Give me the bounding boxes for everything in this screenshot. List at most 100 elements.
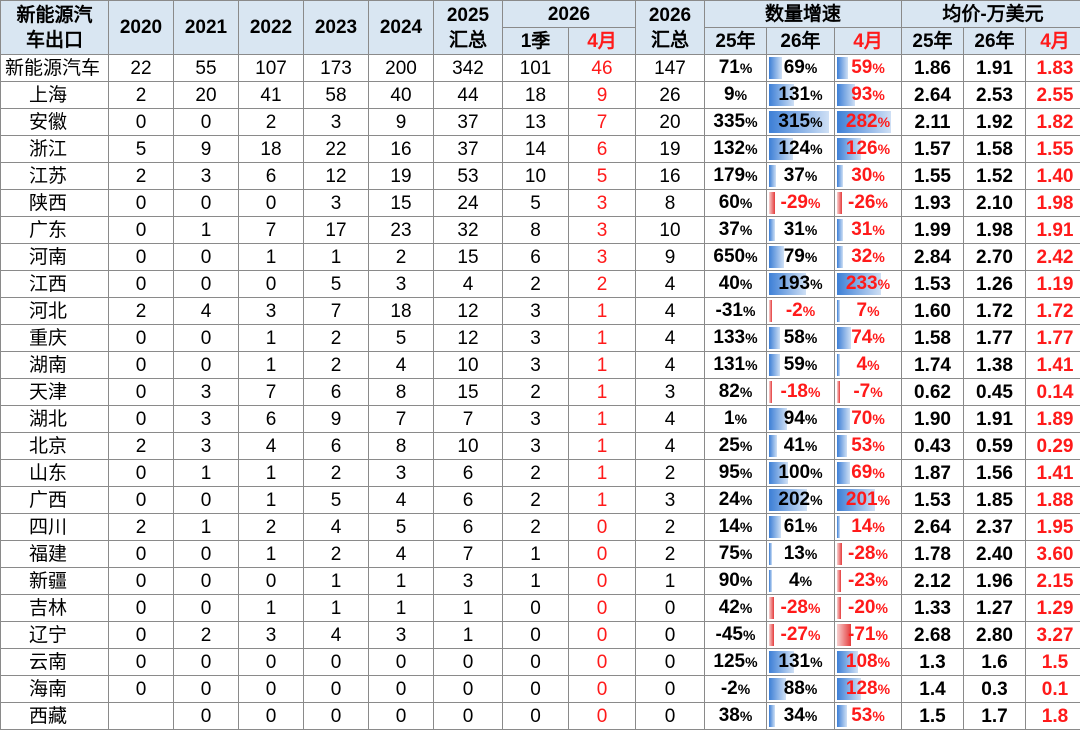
cell-v2020: 0 xyxy=(108,108,174,136)
cell-v2022: 41 xyxy=(238,81,304,109)
growth-value: -27% xyxy=(780,624,821,645)
cell-price-apr: 1.95 xyxy=(1025,513,1080,541)
cell-v2024: 16 xyxy=(368,135,434,163)
cell-v2025: 0 xyxy=(433,702,503,730)
cell-v2022: 2 xyxy=(238,513,304,541)
cell-v2022: 1 xyxy=(238,459,304,487)
growth-bar xyxy=(769,489,808,511)
cell-s2026: 10 xyxy=(635,216,705,244)
header-2026sum-line1: 2026 xyxy=(648,4,692,26)
cell-v2025: 0 xyxy=(433,648,503,676)
growth-bar xyxy=(769,381,773,403)
cell-growth-26: -29% xyxy=(766,189,835,217)
cell-s2026: 0 xyxy=(635,621,705,649)
cell-price-26: 1.58 xyxy=(963,135,1026,163)
growth-bar xyxy=(769,192,775,214)
growth-bar xyxy=(837,165,843,187)
growth-bar xyxy=(837,219,843,241)
growth-bar xyxy=(769,543,772,565)
cell-q1: 3 xyxy=(502,351,569,379)
cell-growth-26: 13% xyxy=(766,540,835,568)
growth-value: 88% xyxy=(783,678,818,699)
corner-line1: 新能源汽 xyxy=(16,4,93,26)
cell-v2020: 0 xyxy=(108,567,174,595)
cell-v2024: 4 xyxy=(368,351,434,379)
cell-growth-apr: -23% xyxy=(834,567,902,595)
cell-price-26: 2.10 xyxy=(963,189,1026,217)
growth-value: 100% xyxy=(778,462,823,483)
cell-q1: 8 xyxy=(502,216,569,244)
cell-v2025: 0 xyxy=(433,675,503,703)
cell-v2021: 0 xyxy=(173,540,239,568)
cell-q1: 0 xyxy=(502,675,569,703)
cell-q1: 2 xyxy=(502,459,569,487)
cell-price-25: 1.58 xyxy=(901,324,964,352)
growth-value: 38% xyxy=(718,705,753,726)
cell-growth-26: 88% xyxy=(766,675,835,703)
growth-value: 90% xyxy=(718,570,753,591)
table-row: 福建 0 0 1 2 4 7 1 0 2 75% 13% -28% 1.78 2.40 3.60 xyxy=(0,540,1080,568)
cell-price-26: 1.85 xyxy=(963,486,1026,514)
growth-value: 41% xyxy=(783,435,818,456)
cell-growth-apr: 128% xyxy=(834,675,902,703)
cell-price-apr: 0.29 xyxy=(1025,432,1080,460)
cell-v2023: 1 xyxy=(303,567,369,595)
cell-s2026: 147 xyxy=(635,54,705,82)
cell-v2021: 0 xyxy=(173,594,239,622)
cell-v2021: 9 xyxy=(173,135,239,163)
cell-price-25: 1.5 xyxy=(901,702,964,730)
growth-value: 650% xyxy=(713,246,758,267)
cell-v2024: 8 xyxy=(368,378,434,406)
cell-v2024: 1 xyxy=(368,594,434,622)
cell-v2024: 3 xyxy=(368,621,434,649)
cell-v2023: 2 xyxy=(303,351,369,379)
row-name: 新疆 xyxy=(0,567,109,595)
cell-v2025: 6 xyxy=(433,486,503,514)
cell-growth-26: 4% xyxy=(766,567,835,595)
cell-price-apr: 1.8 xyxy=(1025,702,1080,730)
cell-growth-26: 37% xyxy=(766,162,835,190)
cell-v2020: 0 xyxy=(108,189,174,217)
cell-v2024: 7 xyxy=(368,405,434,433)
cell-growth-apr: -7% xyxy=(834,378,902,406)
cell-v2024: 15 xyxy=(368,189,434,217)
growth-value: 93% xyxy=(851,84,885,105)
table-row: 西藏 0 0 0 0 0 0 0 0 38% 34% 53% 1.5 1.7 1.8 xyxy=(0,702,1080,730)
growth-bar xyxy=(837,435,848,457)
cell-v2023: 4 xyxy=(303,513,369,541)
cell-growth-25: 40% xyxy=(704,270,767,298)
table-row: 湖北 0 3 6 9 7 7 3 1 4 1% 94% 70% 1.90 1.91 1.89 xyxy=(0,405,1080,433)
growth-value: 126% xyxy=(845,138,891,159)
cell-s2026: 1 xyxy=(635,567,705,595)
cell-q1: 6 xyxy=(502,243,569,271)
row-name: 江苏 xyxy=(0,162,109,190)
header-growth-25: 25年 xyxy=(704,27,767,55)
cell-v2023: 5 xyxy=(303,270,369,298)
cell-price-apr: 3.60 xyxy=(1025,540,1080,568)
cell-s2026: 19 xyxy=(635,135,705,163)
cell-v2023: 0 xyxy=(303,648,369,676)
growth-bar xyxy=(769,327,781,349)
cell-apr: 1 xyxy=(568,351,636,379)
growth-bar xyxy=(769,624,775,646)
cell-price-25: 0.43 xyxy=(901,432,964,460)
cell-growth-apr: 74% xyxy=(834,324,902,352)
growth-bar xyxy=(769,138,793,160)
cell-growth-25: -45% xyxy=(704,621,767,649)
cell-v2022: 1 xyxy=(238,243,304,271)
cell-v2025: 12 xyxy=(433,324,503,352)
cell-price-apr: 1.41 xyxy=(1025,351,1080,379)
cell-q1: 14 xyxy=(502,135,569,163)
cell-growth-25: 125% xyxy=(704,648,767,676)
cell-v2021: 0 xyxy=(173,648,239,676)
cell-s2026: 4 xyxy=(635,432,705,460)
cell-apr: 3 xyxy=(568,189,636,217)
table-row: 山东 0 1 1 2 3 6 2 1 2 95% 100% 69% 1.87 1.56 1.41 xyxy=(0,459,1080,487)
cell-growth-26: -28% xyxy=(766,594,835,622)
cell-price-26: 1.26 xyxy=(963,270,1026,298)
growth-bar xyxy=(837,597,841,619)
cell-v2024: 0 xyxy=(368,648,434,676)
growth-value: 37% xyxy=(718,219,753,240)
cell-v2023: 6 xyxy=(303,378,369,406)
growth-value: 94% xyxy=(783,408,818,429)
